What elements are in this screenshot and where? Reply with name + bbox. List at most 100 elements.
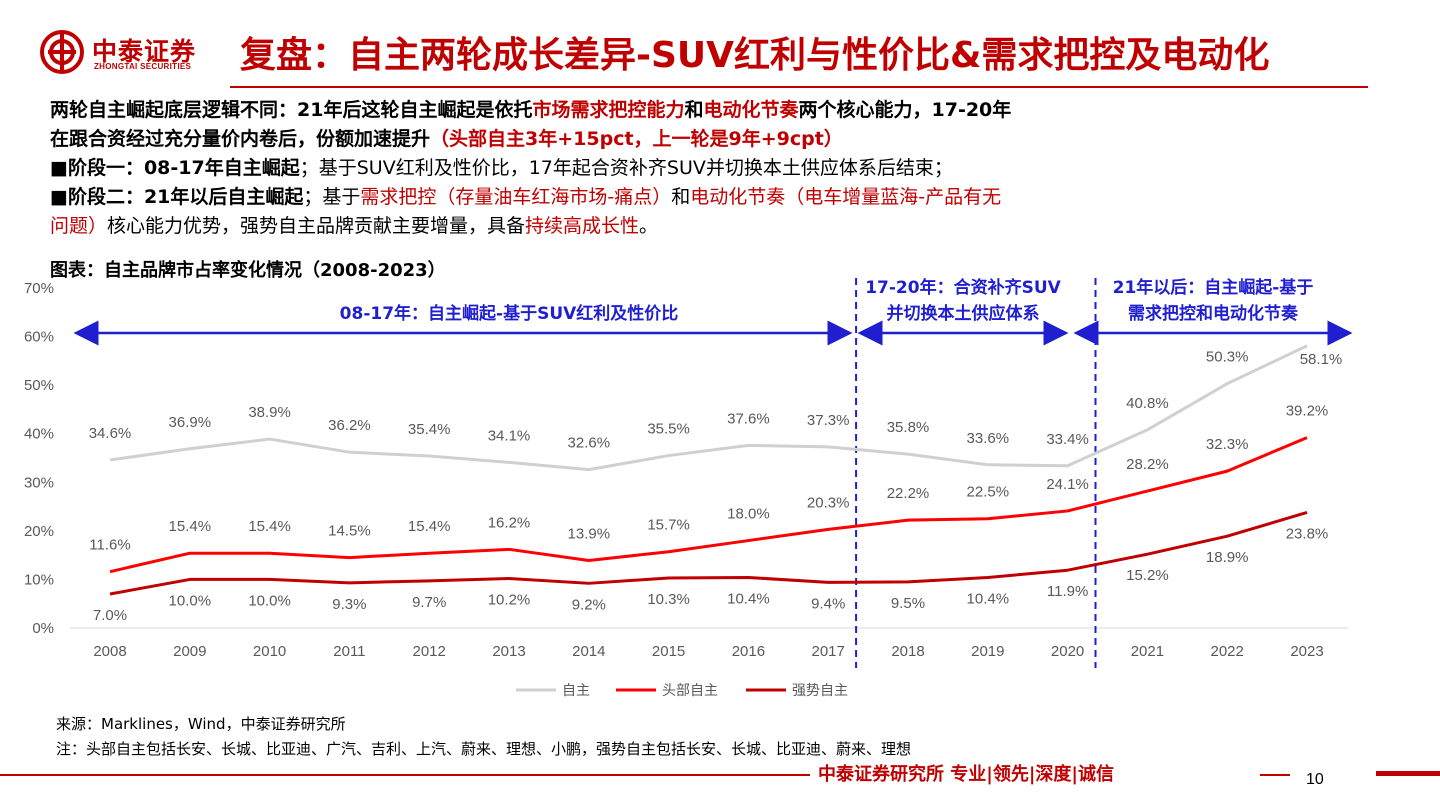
period-annotation-text: 并切换本土供应体系 — [887, 303, 1040, 324]
paragraph-2: ■阶段一：08-17年自主崛起；基于SUV红利及性价比，17年起合资补齐SUV并… — [50, 154, 1390, 183]
data-label: 20.3% — [807, 494, 850, 511]
data-label: 15.4% — [248, 518, 291, 535]
data-label: 35.5% — [647, 421, 690, 438]
x-tick-label: 2019 — [971, 643, 1004, 660]
data-label: 36.2% — [328, 417, 371, 434]
data-label: 32.6% — [568, 435, 611, 452]
footnotes: 来源：Marklines，Wind，中泰证券研究所 注：头部自主包括长安、长城、… — [56, 712, 911, 762]
data-label: 36.9% — [169, 414, 212, 431]
y-tick-label: 10% — [24, 571, 54, 588]
paragraph-3-cont: 问题）核心能力优势，强势自主品牌贡献主要增量，具备持续高成长性。 — [50, 212, 1390, 241]
data-label: 9.4% — [811, 595, 845, 612]
data-label: 15.4% — [169, 518, 212, 535]
data-label: 39.2% — [1286, 403, 1329, 420]
p1-text-f: 在跟合资经过充分量价内卷后，份额加速提升 — [50, 128, 431, 150]
footer-rule-left — [0, 774, 810, 776]
x-tick-label: 2020 — [1051, 643, 1084, 660]
data-label: 37.6% — [727, 410, 770, 427]
legend-label: 自主 — [562, 683, 590, 699]
period-annotation-text: 08-17年：自主崛起-基于SUV红利及性价比 — [340, 303, 679, 324]
company-logo-icon — [40, 30, 84, 74]
data-label: 18.9% — [1206, 549, 1249, 566]
p1-text-c: 和 — [684, 99, 704, 121]
data-label: 7.0% — [93, 607, 127, 624]
data-label: 9.2% — [572, 596, 606, 613]
x-tick-label: 2009 — [173, 643, 206, 660]
data-label: 24.1% — [1046, 476, 1089, 493]
data-label: 15.2% — [1126, 567, 1169, 584]
data-label: 28.2% — [1126, 456, 1169, 473]
page-number: 10 — [1306, 771, 1324, 788]
series-line-1 — [109, 436, 1308, 574]
x-tick-label: 2017 — [812, 643, 845, 660]
p2-text: ；基于SUV红利及性价比，17年起合资补齐SUV并切换本土供应体系后结束； — [299, 157, 953, 179]
y-tick-label: 40% — [24, 426, 54, 443]
data-label: 10.4% — [727, 590, 770, 607]
x-tick-label: 2015 — [652, 643, 685, 660]
y-tick-label: 0% — [32, 620, 54, 637]
x-tick-label: 2016 — [732, 643, 765, 660]
p3-highlight-ev-cont: 问题） — [50, 215, 108, 237]
p3-text-b: ；基于 — [303, 186, 361, 208]
data-label: 33.6% — [967, 430, 1010, 447]
p1-text-a: 两轮自主崛起底层逻辑不同：21年后这轮自主崛起是依托 — [50, 99, 533, 121]
source-note: 来源：Marklines，Wind，中泰证券研究所 — [56, 715, 346, 733]
data-label: 22.5% — [967, 484, 1010, 501]
data-label: 34.1% — [488, 427, 531, 444]
data-label: 58.1% — [1300, 351, 1343, 368]
p1-highlight-demand: 市场需求把控能力 — [532, 99, 685, 121]
company-name: 中泰证券 — [92, 37, 197, 66]
footer-slogan: 中泰证券研究所 专业|领先|深度|诚信 — [818, 764, 1114, 785]
data-label: 10.3% — [647, 591, 690, 608]
series-line-2 — [109, 510, 1308, 596]
data-label: 38.9% — [248, 404, 291, 421]
definition-note: 注：头部自主包括长安、长城、比亚迪、广汽、吉利、上汽、蔚来、理想、小鹏，强势自主… — [56, 740, 912, 758]
data-label: 23.8% — [1286, 525, 1329, 542]
data-label: 37.3% — [807, 412, 850, 429]
p3-text-g: 核心能力优势，强势自主品牌贡献主要增量，具备 — [107, 215, 526, 237]
data-label: 50.3% — [1206, 349, 1249, 366]
data-label: 33.4% — [1046, 431, 1089, 448]
company-logo: 中泰证券 ZHONGTAI SECURITIES — [40, 28, 220, 76]
x-tick-label: 2011 — [333, 643, 365, 660]
x-tick-label: 2012 — [413, 643, 446, 660]
legend-label: 头部自主 — [662, 683, 718, 699]
data-label: 9.3% — [332, 596, 366, 613]
x-tick-label: 2022 — [1211, 643, 1244, 660]
title-divider — [230, 86, 1368, 88]
data-label: 35.4% — [408, 421, 451, 438]
data-label: 10.2% — [488, 591, 531, 608]
data-label: 11.9% — [1047, 583, 1088, 600]
data-label: 22.2% — [887, 485, 930, 502]
p2-heading: ■阶段一：08-17年自主崛起 — [50, 157, 300, 179]
p3-highlight-growth: 持续高成长性 — [525, 215, 640, 237]
data-label: 35.8% — [887, 419, 930, 436]
x-tick-label: 2010 — [253, 643, 286, 660]
data-label: 11.6% — [89, 537, 130, 554]
p3-text-d: 和 — [671, 186, 691, 208]
chart-caption: 图表：自主品牌市占率变化情况（2008-2023） — [50, 260, 446, 281]
x-tick-label: 2014 — [572, 643, 605, 660]
x-tick-label: 2023 — [1290, 643, 1323, 660]
data-label: 10.0% — [248, 592, 291, 609]
p3-highlight-ev: 电动化节奏（电车增量蓝海-产品有无 — [690, 186, 1002, 208]
data-label: 34.6% — [89, 425, 132, 442]
data-label: 18.0% — [727, 506, 770, 523]
data-label: 32.3% — [1206, 436, 1249, 453]
data-label: 16.2% — [488, 514, 531, 531]
data-label: 15.7% — [647, 517, 690, 534]
data-label: 10.4% — [967, 590, 1010, 607]
page-title: 复盘：自主两轮成长差异-SUV红利与性价比&需求把控及电动化 — [240, 35, 1270, 76]
y-tick-label: 70% — [24, 280, 54, 297]
x-tick-label: 2021 — [1131, 643, 1164, 660]
company-name-en: ZHONGTAI SECURITIES — [94, 62, 192, 71]
x-tick-label: 2018 — [891, 643, 924, 660]
p1-text-e: 两个核心能力，17-20年 — [798, 99, 1012, 121]
legend-label: 强势自主 — [792, 683, 848, 699]
footer-rule-right-bar — [1376, 771, 1440, 776]
p3-highlight-demand: 需求把控（存量油车红海市场-痛点） — [360, 186, 672, 208]
period-annotation-text: 21年以后：自主崛起-基于 — [1113, 277, 1314, 298]
p1-highlight-share: （头部自主3年+15pct，上一轮是9年+9cpt） — [430, 128, 843, 150]
y-tick-label: 30% — [24, 474, 54, 491]
p3-text-i: 。 — [639, 215, 659, 237]
